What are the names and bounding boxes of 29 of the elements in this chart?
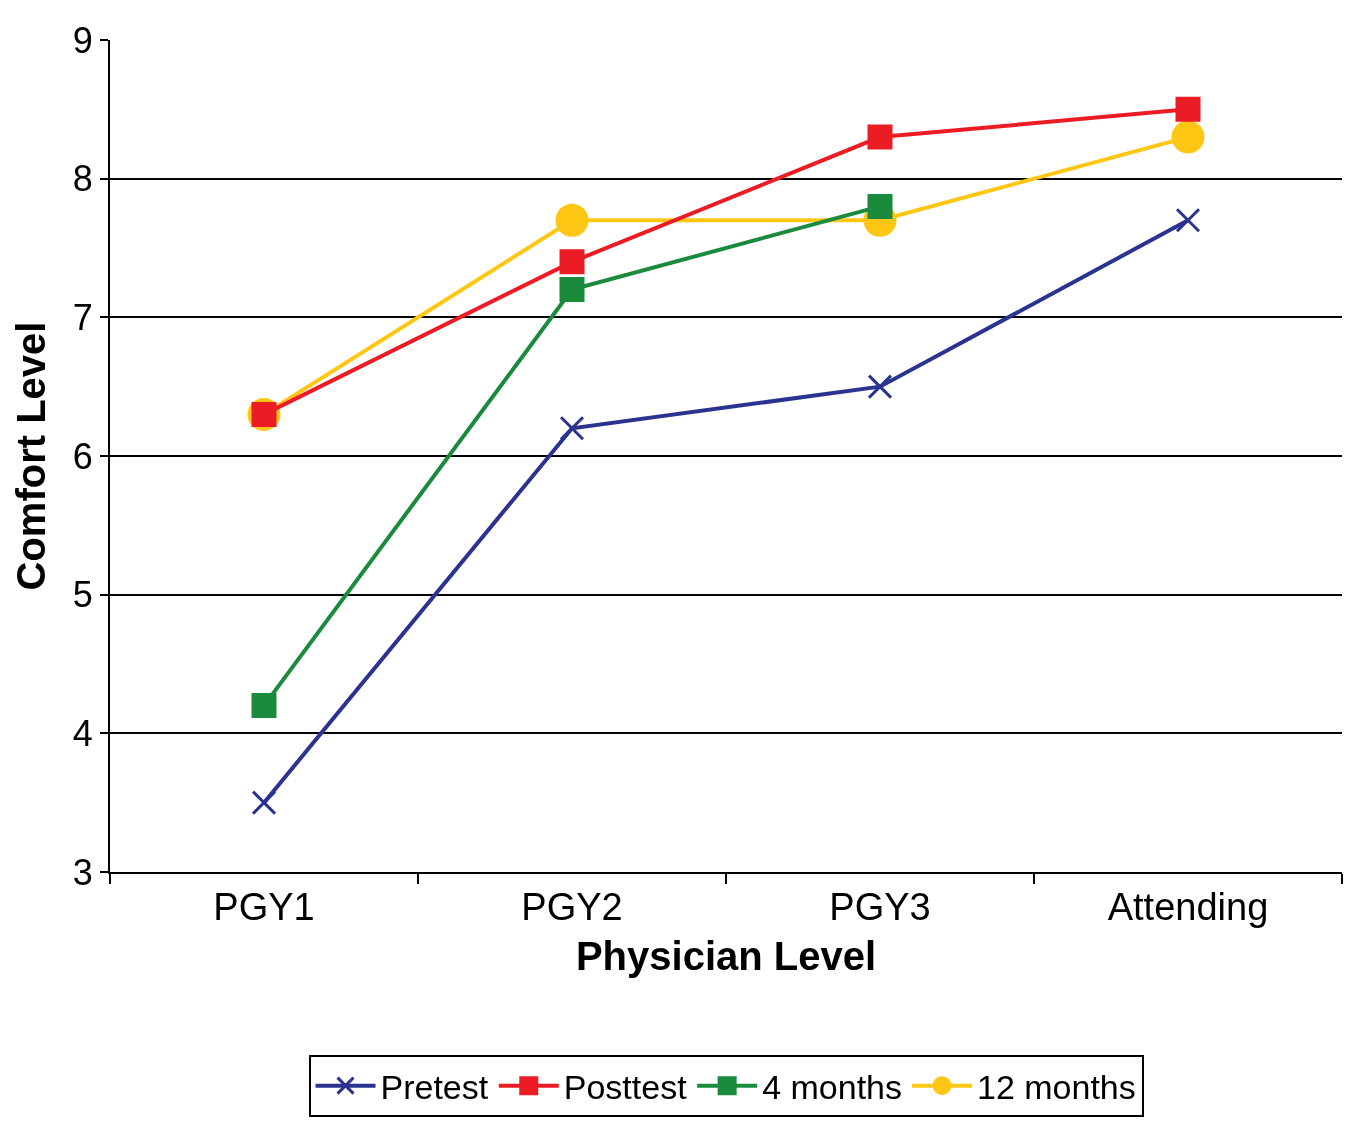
legend-label: Pretest — [380, 1067, 489, 1106]
legend-label: Posttest — [563, 1067, 688, 1106]
point — [559, 277, 585, 303]
point — [867, 124, 893, 150]
point — [251, 790, 277, 816]
point — [251, 693, 277, 719]
point — [559, 249, 585, 275]
point — [1175, 96, 1201, 122]
point — [555, 203, 589, 237]
point — [867, 193, 893, 219]
y-tick-label: 3 — [72, 851, 93, 893]
legend-label: 4 months — [762, 1067, 903, 1106]
point — [559, 415, 585, 441]
legend-label: 12 months — [977, 1067, 1136, 1106]
x-tick-label: PGY3 — [829, 885, 931, 928]
y-tick-label: 5 — [72, 574, 93, 616]
point — [1175, 207, 1201, 233]
x-tick-label: PGY2 — [521, 885, 623, 928]
y-tick-label: 4 — [72, 712, 93, 754]
y-tick-label: 7 — [72, 296, 93, 338]
point — [1171, 120, 1205, 154]
y-tick-label: 8 — [72, 158, 93, 200]
y-tick-label: 9 — [72, 19, 93, 61]
point — [867, 374, 893, 400]
x-tick-label: Attending — [1107, 885, 1269, 928]
x-tick-label: PGY1 — [213, 885, 315, 928]
x-axis-title: Physician Level — [575, 933, 877, 978]
y-tick-label: 6 — [72, 435, 93, 477]
y-axis-title: Comfort Level — [8, 321, 53, 591]
